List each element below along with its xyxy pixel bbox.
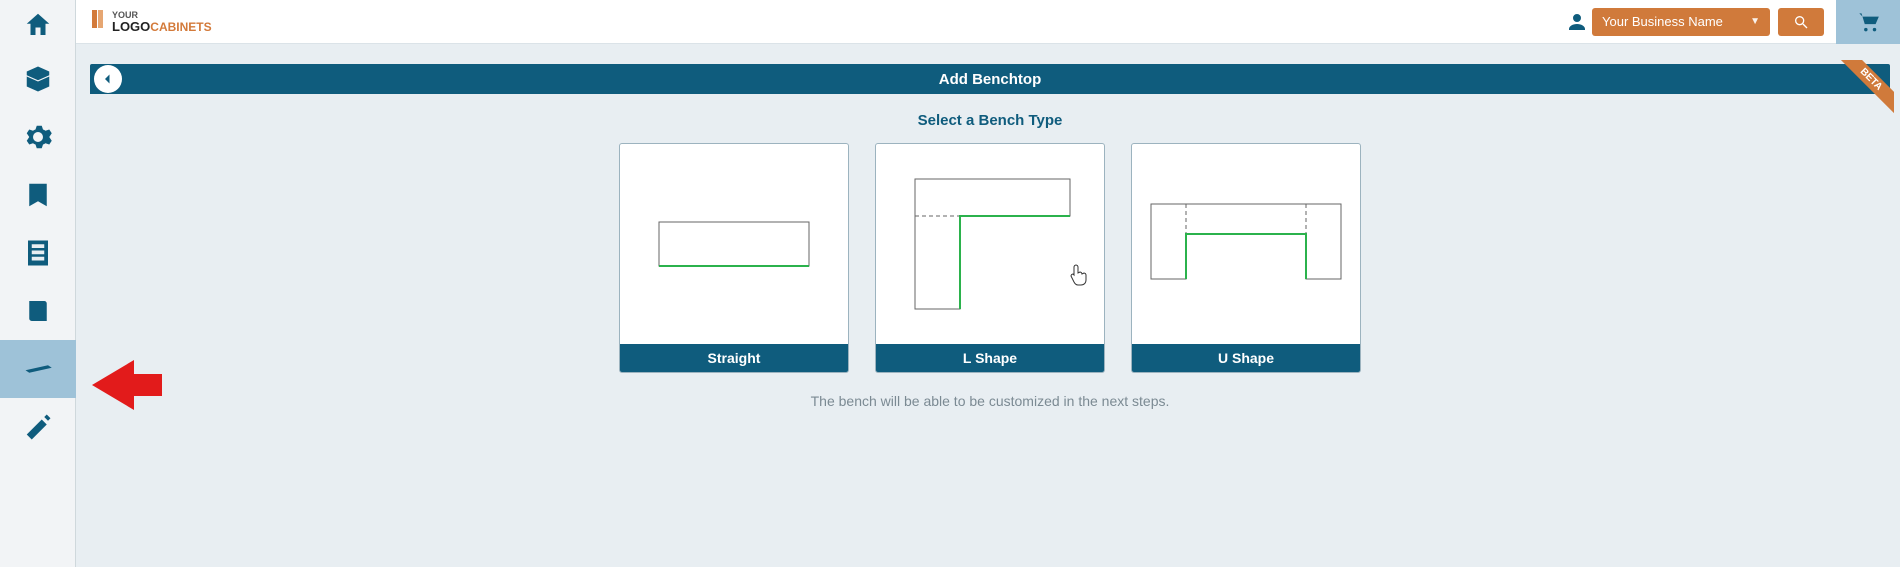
section-subtitle: Select a Bench Type [90, 112, 1890, 129]
star-bookmark-icon [23, 180, 53, 210]
sidebar-item-benchtop[interactable] [0, 340, 76, 398]
cabinet-icon [23, 238, 53, 268]
helper-text: The bench will be able to be customized … [90, 393, 1890, 409]
sidebar-item-settings[interactable] [0, 108, 76, 166]
sidebar-item-cabinet[interactable] [0, 224, 76, 282]
business-name-select[interactable]: Your Business Name ▼ [1592, 8, 1770, 36]
business-name-label: Your Business Name [1602, 14, 1723, 29]
titlebar-title: Add Benchtop [90, 71, 1890, 88]
home-icon [23, 10, 53, 40]
box-icon [23, 64, 53, 94]
beta-ribbon: BETA [1838, 60, 1894, 116]
logo-line3: CABINETS [150, 20, 211, 34]
benchtop-icon [23, 354, 53, 384]
beta-ribbon-label: BETA [1838, 60, 1894, 116]
back-arrow-icon [99, 70, 117, 88]
sidebar-item-hardware[interactable] [0, 398, 76, 456]
main-panel: Add Benchtop BETA Select a Bench Type St… [90, 64, 1890, 409]
card-l-shape-label: L Shape [876, 344, 1104, 372]
straight-shape-icon [654, 214, 814, 274]
sidebar [0, 0, 76, 567]
chevron-down-icon: ▼ [1750, 16, 1760, 27]
search-icon [1793, 14, 1809, 30]
book-icon [23, 296, 53, 326]
preview-straight [620, 144, 848, 344]
bench-type-cards: Straight L Shape U Shape [90, 143, 1890, 373]
card-straight-label: Straight [620, 344, 848, 372]
sidebar-item-box[interactable] [0, 50, 76, 108]
cart-icon [1855, 9, 1881, 35]
cart-button[interactable] [1836, 0, 1900, 44]
header: YOUR LOGOCABINETS Your Business Name ▼ [76, 0, 1900, 44]
preview-l-shape [876, 144, 1104, 344]
titlebar: Add Benchtop BETA [90, 64, 1890, 94]
sidebar-item-favorites[interactable] [0, 166, 76, 224]
logo-mark-icon [90, 8, 108, 35]
l-shape-icon [905, 174, 1075, 314]
hardware-icon [23, 412, 53, 442]
logo[interactable]: YOUR LOGOCABINETS [90, 8, 212, 35]
logo-text: YOUR LOGOCABINETS [112, 11, 212, 33]
back-button[interactable] [94, 65, 122, 93]
user-icon[interactable] [1562, 7, 1592, 37]
sidebar-item-book[interactable] [0, 282, 76, 340]
search-button[interactable] [1778, 8, 1824, 36]
card-l-shape[interactable]: L Shape [875, 143, 1105, 373]
u-shape-icon [1146, 199, 1346, 289]
preview-u-shape [1132, 144, 1360, 344]
header-right: Your Business Name ▼ [1562, 0, 1900, 43]
logo-line2: LOGO [112, 19, 150, 34]
card-u-shape[interactable]: U Shape [1131, 143, 1361, 373]
card-straight[interactable]: Straight [619, 143, 849, 373]
card-u-shape-label: U Shape [1132, 344, 1360, 372]
sidebar-item-home[interactable] [0, 0, 76, 50]
gear-icon [23, 122, 53, 152]
